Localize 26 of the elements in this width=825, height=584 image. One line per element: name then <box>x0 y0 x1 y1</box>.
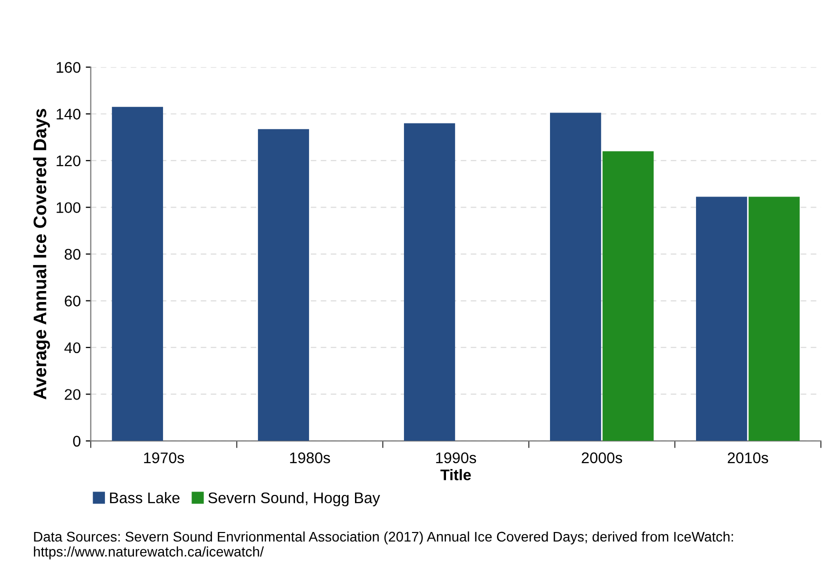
bar <box>404 123 456 441</box>
bar <box>550 112 602 441</box>
y-tick-label: 60 <box>64 296 80 306</box>
y-tick-label: 160 <box>56 62 80 73</box>
x-tick-label: 1970s <box>144 452 184 464</box>
bar <box>112 106 164 441</box>
y-tick-label: 100 <box>56 202 80 214</box>
x-axis-title: Title <box>440 469 471 480</box>
bar <box>258 129 310 441</box>
y-tick-label: 20 <box>64 389 80 400</box>
bar <box>748 196 800 441</box>
y-tick-label: 40 <box>64 342 80 354</box>
y-tick-label: 120 <box>56 155 80 166</box>
bar <box>696 196 748 441</box>
x-tick-label: 2000s <box>582 452 622 464</box>
y-tick-label: 140 <box>56 108 80 120</box>
legend-label: Bass Lake <box>110 492 180 504</box>
y-axis-title: Average Annual Ice Covered Days <box>33 108 50 400</box>
x-tick-label: 2010s <box>728 452 768 464</box>
legend-label: Severn Sound, Hogg Bay <box>208 492 380 506</box>
bar <box>602 151 654 441</box>
x-tick-label: 1980s <box>290 452 330 464</box>
x-tick-label: 1990s <box>436 452 476 464</box>
y-tick-label: 0 <box>73 436 80 447</box>
text: Data Sources: Severn Sound Envrionmental Association (2017) Annual Ice Covered Days; derived from IceWatch: https://www.naturewatch.ca/icewatch/ <box>34 531 733 560</box>
y-tick-label: 80 <box>64 248 80 260</box>
